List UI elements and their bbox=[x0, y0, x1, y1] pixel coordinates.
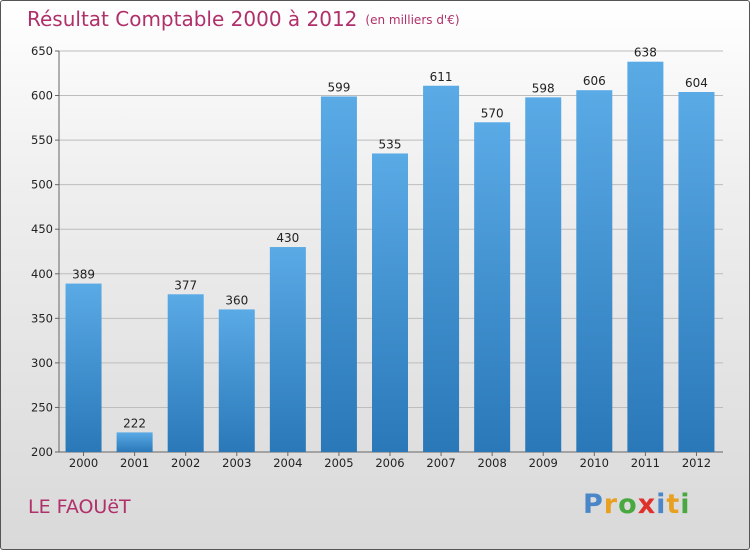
place-name: LE FAOUëT bbox=[28, 496, 131, 518]
x-tick-label: 2006 bbox=[375, 456, 404, 470]
x-tick-label: 2011 bbox=[631, 456, 660, 470]
y-tick-label: 550 bbox=[31, 133, 53, 147]
proxiti-logo[interactable]: Proxiti bbox=[583, 489, 691, 520]
y-tick-label: 250 bbox=[31, 400, 53, 414]
x-tick-label: 2001 bbox=[120, 456, 149, 470]
bar bbox=[423, 85, 460, 453]
data-label: 606 bbox=[583, 74, 606, 88]
bar bbox=[474, 122, 511, 453]
y-tick-label: 500 bbox=[31, 178, 53, 192]
y-tick-label: 400 bbox=[31, 267, 53, 281]
chart-title: Résultat Comptable 2000 à 2012 (en millie… bbox=[27, 7, 460, 31]
data-label: 570 bbox=[481, 106, 504, 120]
x-tick-label: 2000 bbox=[69, 456, 98, 470]
y-tick-label: 600 bbox=[31, 89, 53, 103]
y-tick-label: 450 bbox=[31, 222, 53, 236]
data-label: 222 bbox=[123, 416, 146, 430]
data-label: 377 bbox=[174, 278, 197, 292]
data-label: 598 bbox=[532, 81, 555, 95]
bar bbox=[167, 294, 204, 452]
data-labels: 389 222 377 360 430 599 535 611 570 598 606 638 604 bbox=[72, 46, 708, 431]
logo-letter: o bbox=[618, 489, 638, 520]
chart-subtitle: (en milliers d'€) bbox=[365, 13, 460, 27]
x-tick-label: 2004 bbox=[273, 456, 302, 470]
x-tick-label: 2010 bbox=[580, 456, 609, 470]
bar bbox=[525, 97, 562, 453]
logo-letter: r bbox=[603, 489, 619, 520]
data-label: 599 bbox=[327, 80, 350, 94]
bar bbox=[218, 309, 255, 452]
x-tick-label: 2008 bbox=[478, 456, 507, 470]
bars bbox=[65, 61, 715, 453]
y-tick-label: 350 bbox=[31, 311, 53, 325]
data-label: 611 bbox=[430, 70, 453, 84]
chart-title-text: Résultat Comptable 2000 à 2012 bbox=[27, 7, 358, 31]
logo-letter: P bbox=[583, 489, 604, 520]
x-tick-label: 2012 bbox=[682, 456, 711, 470]
y-tick-label: 300 bbox=[31, 356, 53, 370]
bar bbox=[269, 247, 306, 452]
bar bbox=[372, 153, 408, 452]
bar bbox=[576, 90, 613, 452]
x-tick-label: 2007 bbox=[426, 456, 455, 470]
x-tick-label: 2002 bbox=[171, 456, 200, 470]
y-tick-label: 650 bbox=[31, 44, 53, 58]
data-label: 430 bbox=[276, 231, 299, 245]
y-tick-label: 200 bbox=[31, 445, 53, 459]
logo-letter: i bbox=[680, 489, 691, 520]
data-label: 535 bbox=[379, 137, 402, 151]
x-tick-label: 2005 bbox=[324, 456, 353, 470]
bar bbox=[320, 96, 357, 453]
data-label: 638 bbox=[634, 46, 657, 60]
x-tick-label: 2009 bbox=[529, 456, 558, 470]
bar bbox=[116, 432, 153, 452]
data-label: 360 bbox=[225, 293, 248, 307]
logo-letter: x bbox=[637, 489, 657, 520]
x-tick-label: 2003 bbox=[222, 456, 251, 470]
bar bbox=[65, 283, 102, 452]
logo-letter: t bbox=[666, 489, 681, 520]
bar bbox=[627, 61, 664, 453]
axes: 200 250 300 350 400 450 500 550 600 650 2000 2001 20… bbox=[31, 44, 723, 470]
logo-letter: i bbox=[656, 489, 667, 520]
bar bbox=[678, 91, 715, 452]
data-label: 604 bbox=[685, 76, 708, 90]
data-label: 389 bbox=[72, 268, 95, 282]
